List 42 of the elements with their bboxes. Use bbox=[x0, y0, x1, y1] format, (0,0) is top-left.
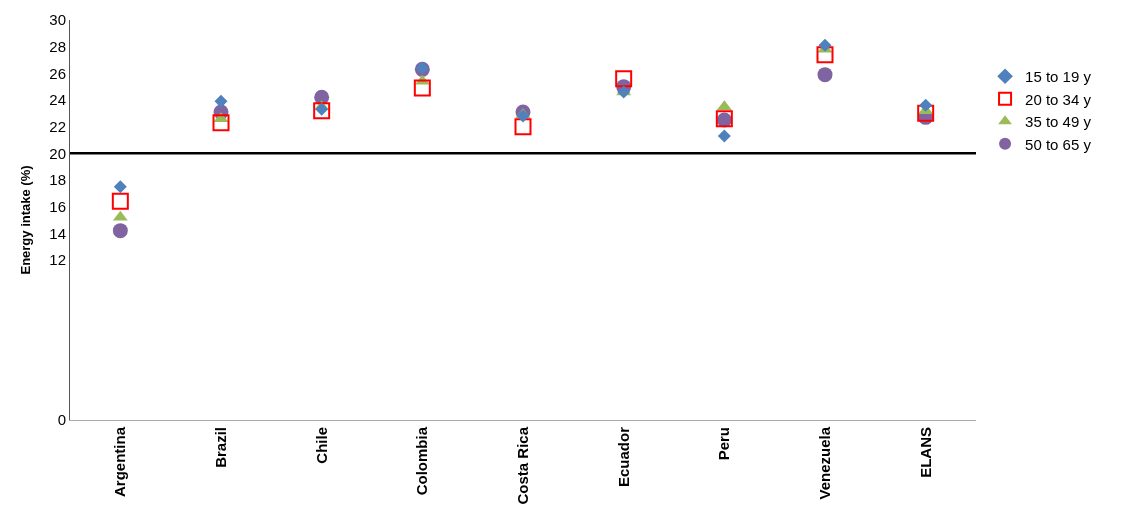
legend-label: 50 to 65 y bbox=[1025, 135, 1092, 153]
point bbox=[816, 46, 834, 64]
point bbox=[113, 180, 127, 194]
y-tick-label: 18 bbox=[49, 171, 66, 189]
legend-label: 15 to 19 y bbox=[1025, 68, 1092, 86]
x-tick-label: Argentina bbox=[111, 426, 129, 498]
point bbox=[817, 67, 833, 83]
x-tick-label: ELANS bbox=[916, 427, 934, 478]
x-tick-label: Brazil bbox=[211, 427, 229, 468]
x-tick-label: Chile bbox=[312, 427, 330, 464]
point bbox=[413, 79, 431, 97]
point bbox=[818, 38, 832, 52]
y-tick-label: 16 bbox=[49, 197, 66, 215]
point bbox=[917, 104, 935, 122]
point bbox=[212, 114, 230, 132]
legend-label: 20 to 34 y bbox=[1025, 90, 1092, 108]
y-tick-label: 0 bbox=[57, 411, 66, 429]
point bbox=[111, 192, 129, 210]
point bbox=[717, 129, 731, 143]
y-tick-label: 30 bbox=[49, 11, 66, 29]
point bbox=[516, 109, 530, 123]
point bbox=[214, 94, 228, 108]
y-tick-label: 24 bbox=[49, 91, 66, 109]
point bbox=[315, 102, 329, 116]
x-tick-label: Venezuela bbox=[815, 426, 833, 500]
y-tick-label: 22 bbox=[49, 117, 66, 135]
y-tick-label: 20 bbox=[49, 144, 66, 162]
point bbox=[313, 102, 331, 120]
legend-label: 35 to 49 y bbox=[1025, 113, 1092, 131]
y-tick-label: 14 bbox=[49, 224, 66, 242]
x-tick-label: Peru bbox=[715, 427, 733, 461]
y-tick-label: 26 bbox=[49, 64, 66, 82]
x-tick-label: Ecuador bbox=[614, 426, 632, 488]
point bbox=[514, 118, 532, 136]
x-tick-label: Costa Rica bbox=[513, 426, 531, 505]
point bbox=[919, 98, 933, 112]
point bbox=[615, 70, 633, 88]
point bbox=[112, 223, 128, 239]
x-tick-label: Colombia bbox=[413, 426, 431, 496]
y-axis-title: Energy intake (%) bbox=[18, 165, 34, 275]
y-tick-label: 12 bbox=[49, 251, 66, 269]
y-tick-label: 28 bbox=[49, 37, 66, 55]
